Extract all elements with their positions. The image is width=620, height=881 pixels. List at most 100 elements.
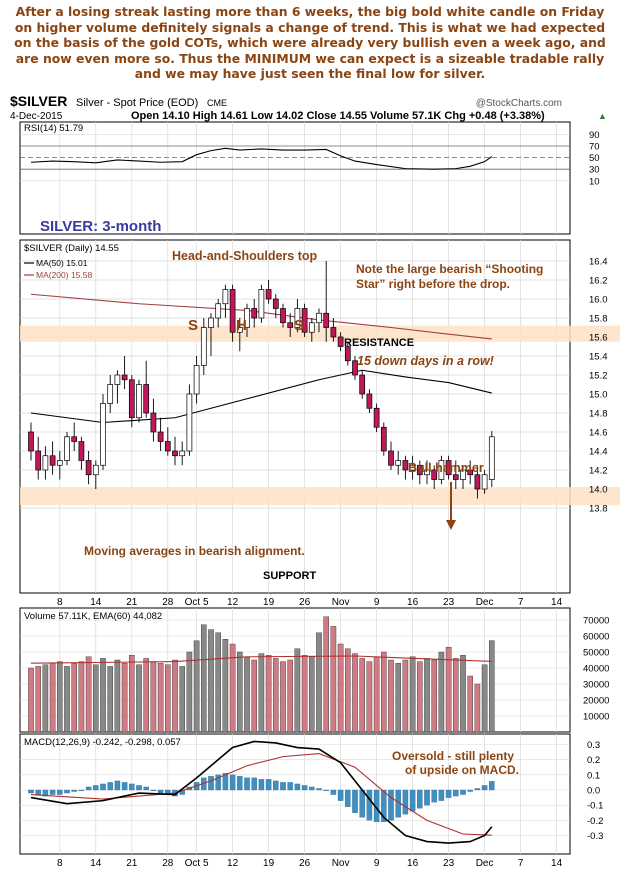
x-tick-label: 8 [57, 597, 63, 608]
candle-body [172, 450, 178, 457]
volume-bar [309, 656, 315, 733]
volume-bar [294, 648, 301, 733]
volume-tick-label: 20000 [583, 696, 609, 707]
candle-body [373, 407, 380, 428]
x-tick-label: 19 [263, 597, 275, 608]
commentary-line: on the basis of the gold COTs, which wer… [14, 35, 606, 51]
macd-histogram-bar [157, 789, 164, 794]
y-tick-label: 14.2 [589, 466, 608, 477]
volume-bar [121, 663, 128, 733]
macd-histogram-bar [337, 789, 344, 801]
rsi-title: RSI(14) 51.79 [24, 123, 83, 134]
candle-body [78, 441, 85, 461]
rsi-tick-label: 70 [589, 142, 600, 153]
candle-body [467, 469, 474, 476]
x-tick-label: 9 [374, 597, 380, 608]
candle-body [409, 464, 416, 471]
candle-body [366, 393, 373, 409]
macd-histogram-bar [301, 785, 308, 791]
candle-body [236, 327, 243, 333]
macd-histogram-bar [294, 783, 301, 791]
macd-histogram-bar [460, 789, 466, 795]
macd-tick-label: 0.0 [587, 786, 600, 797]
candle-body [431, 469, 438, 480]
chart-symbol: $SILVER [10, 93, 67, 109]
volume-bar [208, 629, 214, 733]
macd-panel [19, 733, 571, 855]
candle-body [164, 441, 171, 452]
macd-histogram-bar [150, 789, 157, 791]
macd-histogram-bar [251, 777, 257, 791]
volume-bar [431, 659, 438, 733]
candle-body [380, 426, 387, 452]
candle-body [308, 322, 315, 333]
macd-histogram-bar [359, 789, 365, 818]
candle-body [222, 289, 229, 305]
candle-body [64, 436, 70, 461]
candle-body [481, 474, 488, 490]
candle-body [28, 431, 34, 452]
candle-body [157, 431, 164, 442]
macd-histogram-bar [100, 783, 106, 791]
volume-bar [258, 653, 265, 733]
candle-body [323, 312, 330, 328]
macd-histogram-bar [215, 774, 221, 791]
candle-body [460, 469, 466, 480]
candle-body [287, 322, 294, 328]
volume-tick-label: 60000 [583, 632, 609, 643]
volume-tick-label: 10000 [583, 712, 609, 723]
x-tick-label: Dec [476, 858, 494, 869]
chart-instrument-name: Silver - Spot Price (EOD) [76, 97, 198, 109]
macd-histogram-bar [244, 777, 250, 791]
volume-bar [35, 666, 41, 733]
candle-body [344, 346, 351, 362]
volume-tick-label: 40000 [583, 664, 609, 675]
macd-histogram-bar [345, 789, 351, 807]
chart-period-label: SILVER: 3-month [40, 218, 161, 235]
candle-body [100, 403, 106, 466]
volume-bar [150, 661, 157, 733]
volume-bars [28, 616, 495, 733]
commentary-line: and we may have just seen the final low … [134, 66, 486, 82]
x-tick-label: 19 [263, 858, 275, 869]
arrow-down-icon [446, 482, 456, 530]
volume-bar [143, 658, 150, 733]
volume-bar [359, 658, 366, 733]
macd-tick-label: -0.2 [587, 816, 603, 827]
macd-histogram-bar [258, 779, 265, 791]
x-tick-label: 14 [90, 858, 102, 869]
volume-bar [128, 655, 135, 733]
annotation-down-days: 15 down days in a row! [357, 354, 494, 368]
macd-histogram-bar [309, 786, 315, 791]
candle-body [128, 379, 135, 419]
candle-body [474, 474, 481, 490]
candle-body [424, 469, 430, 476]
candle-body [244, 308, 250, 328]
x-tick-label: Nov [332, 597, 350, 608]
band-resistance [20, 325, 620, 342]
candle-body [294, 308, 301, 328]
x-tick-label: 26 [299, 858, 311, 869]
candle-body [208, 317, 214, 328]
macd-histogram-bar [273, 780, 279, 791]
macd-histogram-bar [445, 789, 452, 798]
macd-histogram-bar [481, 785, 488, 791]
volume-tick-label: 30000 [583, 680, 609, 691]
volume-bar [64, 666, 70, 733]
y-tick-label: 14.8 [589, 409, 608, 420]
macd-title: MACD(12,26,9) -0.242, -0.298, 0.057 [24, 737, 181, 748]
macd-histogram-bar [323, 789, 329, 791]
volume-bar [200, 624, 207, 733]
volume-bar [85, 656, 92, 733]
x-tick-label: 28 [162, 597, 174, 608]
x-tick-label: 9 [374, 858, 380, 869]
volume-bar [215, 632, 222, 733]
macd-histogram-bar [489, 781, 495, 791]
candle-body [416, 464, 423, 476]
candle-body [179, 450, 186, 457]
x-tick-label: 7 [518, 858, 524, 869]
macd-histogram-bar [424, 789, 430, 806]
x-tick-label: 8 [57, 858, 63, 869]
volume-bar [467, 675, 474, 733]
y-tick-label: 16.0 [589, 295, 608, 306]
